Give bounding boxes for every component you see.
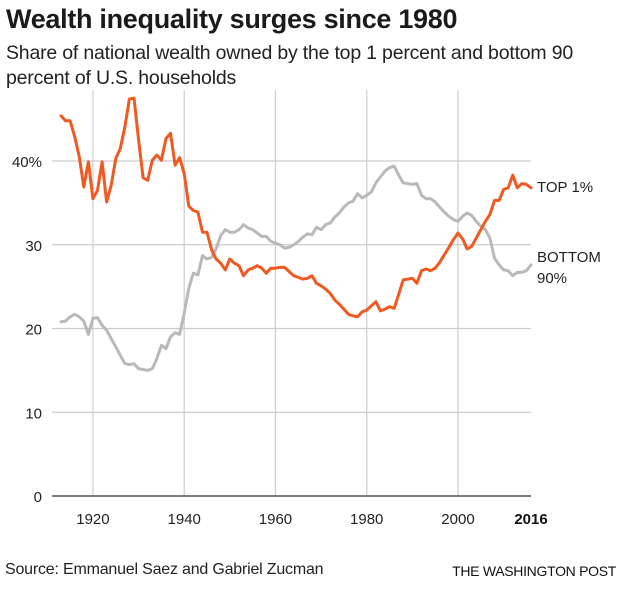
x-tick-label: 1920 xyxy=(76,511,109,528)
y-axis-tick-labels: 0 10 20 30 40% xyxy=(12,154,42,506)
series-labels: TOP 1% BOTTOM 90% xyxy=(537,179,601,287)
y-gridlines xyxy=(52,160,531,413)
y-tick-label: 20 xyxy=(25,322,42,339)
y-tick-label: 0 xyxy=(34,489,42,506)
x-tick-label: 1980 xyxy=(350,511,383,528)
chart-subtitle: Share of national wealth owned by the to… xyxy=(6,42,573,89)
x-tick-label: 2000 xyxy=(441,511,474,528)
y-tick-label: 10 xyxy=(25,405,42,422)
y-tick-label: 30 xyxy=(25,238,42,255)
x-tick-label: 2016 xyxy=(514,511,547,528)
series-label-bottom-90-percent: BOTTOM xyxy=(537,249,601,266)
x-tick-label: 1960 xyxy=(259,511,292,528)
y-tick-label: 40% xyxy=(12,154,42,171)
publisher-credit: THE WASHINGTON POST xyxy=(452,563,616,579)
series-line-bottom-90-percent xyxy=(59,164,533,372)
series-line-top-1-percent xyxy=(59,96,533,319)
series-lines xyxy=(59,96,533,372)
chart-title: Wealth inequality surges since 1980 xyxy=(6,4,458,34)
x-axis-tick-labels: 1920 1940 1960 1980 2000 2016 xyxy=(76,511,547,528)
x-gridlines xyxy=(92,90,459,496)
series-label-bottom-90-percent: 90% xyxy=(537,270,567,287)
series-label-top-1-percent: TOP 1% xyxy=(537,179,593,196)
x-tick-label: 1940 xyxy=(168,511,201,528)
source-note: Source: Emmanuel Saez and Gabriel Zucman xyxy=(5,561,324,578)
